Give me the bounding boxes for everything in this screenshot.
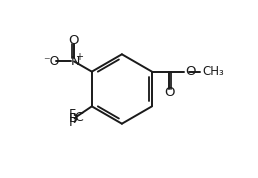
Text: N: N bbox=[70, 54, 80, 68]
Text: F: F bbox=[69, 108, 76, 121]
Text: O: O bbox=[165, 86, 175, 99]
Text: C: C bbox=[75, 111, 83, 124]
Text: O: O bbox=[186, 65, 196, 78]
Text: CH₃: CH₃ bbox=[202, 65, 224, 78]
Text: ⁻O: ⁻O bbox=[43, 55, 60, 68]
Text: F: F bbox=[69, 116, 76, 129]
Text: O: O bbox=[68, 33, 78, 47]
Text: F: F bbox=[69, 112, 76, 125]
Text: +: + bbox=[75, 53, 83, 62]
